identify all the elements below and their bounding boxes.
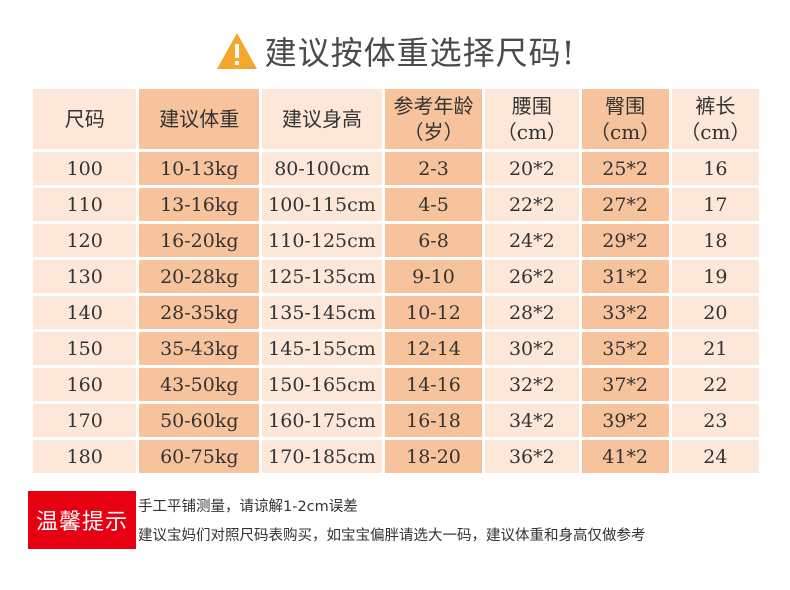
cell-size: 110 [33, 188, 137, 221]
cell-weight: 28-35kg [139, 296, 260, 329]
cell-age: 4-5 [384, 188, 483, 221]
cell-size: 100 [33, 152, 137, 185]
cell-pants-length: 22 [671, 368, 759, 401]
cell-weight: 35-43kg [139, 332, 260, 365]
cell-weight: 13-16kg [139, 188, 260, 221]
cell-weight: 16-20kg [139, 224, 260, 257]
cell-hip: 33*2 [581, 296, 669, 329]
cell-height: 80-100cm [262, 152, 382, 185]
cell-hip: 25*2 [581, 152, 669, 185]
cell-waist: 22*2 [485, 188, 579, 221]
cell-size: 160 [33, 368, 137, 401]
tips-badge: 温馨提示 [28, 491, 136, 549]
cell-height: 135-145cm [262, 296, 382, 329]
cell-hip: 35*2 [581, 332, 669, 365]
cell-weight: 43-50kg [139, 368, 260, 401]
cell-height: 100-115cm [262, 188, 382, 221]
table-row: 170 50-60kg 160-175cm 16-18 34*2 39*2 23 [33, 404, 759, 437]
cell-waist: 36*2 [485, 440, 579, 473]
cell-waist: 32*2 [485, 368, 579, 401]
table-row: 160 43-50kg 150-165cm 14-16 32*2 37*2 22 [33, 368, 759, 401]
table-row: 110 13-16kg 100-115cm 4-5 22*2 27*2 17 [33, 188, 759, 221]
cell-size: 130 [33, 260, 137, 293]
cell-height: 125-135cm [262, 260, 382, 293]
page-title: 建议按体重选择尺码! [264, 34, 576, 72]
tip-sizing-advice: 建议宝妈们对照尺码表购买，如宝宝偏胖请选大一码，建议体重和身高仅做参考 [138, 528, 646, 544]
cell-age: 2-3 [384, 152, 483, 185]
cell-hip: 37*2 [581, 368, 669, 401]
cell-waist: 24*2 [485, 224, 579, 257]
header-hip: 臀围 （cm） [581, 89, 669, 149]
table-row: 130 20-28kg 125-135cm 9-10 26*2 31*2 19 [33, 260, 759, 293]
cell-hip: 31*2 [581, 260, 669, 293]
cell-waist: 26*2 [485, 260, 579, 293]
cell-size: 150 [33, 332, 137, 365]
cell-age: 6-8 [384, 224, 483, 257]
cell-hip: 39*2 [581, 404, 669, 437]
cell-waist: 30*2 [485, 332, 579, 365]
cell-age: 14-16 [384, 368, 483, 401]
cell-age: 18-20 [384, 440, 483, 473]
cell-weight: 20-28kg [139, 260, 260, 293]
cell-pants-length: 20 [671, 296, 759, 329]
cell-size: 180 [33, 440, 137, 473]
cell-height: 145-155cm [262, 332, 382, 365]
header-pants-length: 裤长 （cm） [671, 89, 759, 149]
cell-age: 12-14 [384, 332, 483, 365]
table-row: 180 60-75kg 170-185cm 18-20 36*2 41*2 24 [33, 440, 759, 473]
tip-measurement-note: 手工平铺测量，请谅解1-2cm误差 [138, 499, 358, 515]
header-age: 参考年龄 （岁） [384, 89, 483, 149]
header-waist: 腰围 （cm） [485, 89, 579, 149]
cell-hip: 29*2 [581, 224, 669, 257]
table-row: 140 28-35kg 135-145cm 10-12 28*2 33*2 20 [33, 296, 759, 329]
cell-height: 170-185cm [262, 440, 382, 473]
cell-age: 10-12 [384, 296, 483, 329]
cell-height: 160-175cm [262, 404, 382, 437]
size-chart-table: 尺码 建议体重 建议身高 参考年龄 （岁） 腰围 （cm） 臀围 （cm） 裤长 [30, 86, 762, 476]
cell-pants-length: 23 [671, 404, 759, 437]
table-header-row: 尺码 建议体重 建议身高 参考年龄 （岁） 腰围 （cm） 臀围 （cm） 裤长 [33, 89, 759, 149]
cell-hip: 27*2 [581, 188, 669, 221]
header-weight: 建议体重 [139, 89, 260, 149]
cell-weight: 50-60kg [139, 404, 260, 437]
cell-size: 140 [33, 296, 137, 329]
cell-pants-length: 18 [671, 224, 759, 257]
cell-weight: 10-13kg [139, 152, 260, 185]
warning-triangle-icon [216, 33, 257, 69]
cell-pants-length: 24 [671, 440, 759, 473]
cell-pants-length: 21 [671, 332, 759, 365]
title-row: 建议按体重选择尺码! [0, 22, 790, 80]
cell-age: 9-10 [384, 260, 483, 293]
table-row: 120 16-20kg 110-125cm 6-8 24*2 29*2 18 [33, 224, 759, 257]
cell-age: 16-18 [384, 404, 483, 437]
cell-height: 150-165cm [262, 368, 382, 401]
cell-waist: 28*2 [485, 296, 579, 329]
cell-hip: 41*2 [581, 440, 669, 473]
cell-weight: 60-75kg [139, 440, 260, 473]
cell-pants-length: 19 [671, 260, 759, 293]
cell-height: 110-125cm [262, 224, 382, 257]
cell-size: 170 [33, 404, 137, 437]
cell-pants-length: 16 [671, 152, 759, 185]
cell-pants-length: 17 [671, 188, 759, 221]
table-row: 100 10-13kg 80-100cm 2-3 20*2 25*2 16 [33, 152, 759, 185]
table-row: 150 35-43kg 145-155cm 12-14 30*2 35*2 21 [33, 332, 759, 365]
header-size: 尺码 [33, 89, 137, 149]
cell-waist: 34*2 [485, 404, 579, 437]
header-height: 建议身高 [262, 89, 382, 149]
cell-size: 120 [33, 224, 137, 257]
cell-waist: 20*2 [485, 152, 579, 185]
